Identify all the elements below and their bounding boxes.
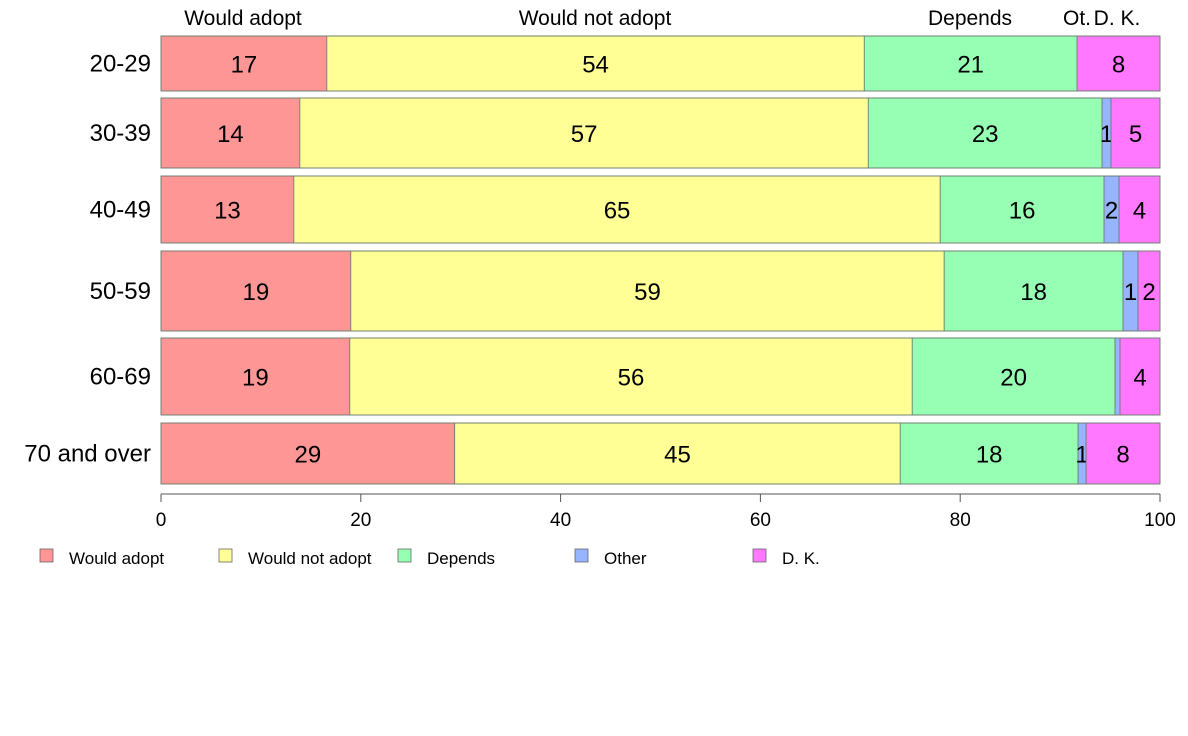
data-label: 56 [618, 365, 645, 392]
column-header-4: D. K. [1094, 7, 1141, 30]
legend-label: Would not adopt [248, 549, 372, 568]
legend-swatch [752, 548, 767, 563]
data-label: 21 [957, 52, 984, 79]
data-label: 8 [1112, 52, 1125, 79]
data-label: 65 [604, 198, 631, 225]
category-label: 40-49 [90, 197, 151, 224]
bar-segment [160, 422, 456, 485]
bar-outline [160, 422, 1161, 485]
bar-segment [160, 35, 328, 92]
column-header-3: Ot. [1063, 7, 1091, 30]
x-tick-label: 20 [350, 510, 371, 531]
legend-swatch [397, 548, 412, 563]
bar-segment [1119, 337, 1161, 416]
legend-label: Would adopt [69, 549, 164, 568]
data-label: 2 [1105, 198, 1118, 225]
data-label: 2 [1142, 279, 1155, 306]
x-tick-label: 40 [550, 510, 571, 531]
legend-label: D. K. [782, 549, 820, 568]
bar-segment [326, 35, 865, 92]
legend-swatch [574, 548, 589, 563]
data-label: 5 [1129, 121, 1142, 148]
data-label: 54 [582, 52, 609, 79]
legend-swatch [39, 548, 54, 563]
data-label: 1 [1100, 121, 1113, 148]
column-header-2: Depends [928, 7, 1012, 30]
column-header-1: Would not adopt [519, 7, 672, 30]
bar-outline [160, 97, 1161, 169]
data-label: 19 [242, 365, 269, 392]
bar-segment [160, 250, 352, 332]
data-label: 16 [1009, 198, 1036, 225]
data-label: 19 [243, 279, 270, 306]
bar-outline [160, 250, 1161, 332]
x-tick-label: 0 [156, 510, 167, 531]
legend-label: Other [604, 549, 647, 568]
bar-segment [293, 175, 941, 244]
data-label: 57 [571, 121, 598, 148]
bar-segment [939, 175, 1105, 244]
legend-label: Depends [427, 549, 495, 568]
data-label: 20 [1000, 365, 1027, 392]
data-label: 45 [664, 442, 691, 469]
category-label: 70 and over [24, 441, 151, 468]
bar-segment [1076, 35, 1161, 92]
bar-outline [160, 337, 1161, 416]
data-label: 59 [634, 279, 661, 306]
category-label: 20-29 [90, 51, 151, 78]
data-label: 8 [1116, 442, 1129, 469]
bar-segment [1114, 337, 1121, 416]
bar-segment [349, 337, 913, 416]
data-label: 17 [231, 52, 258, 79]
category-label: 30-39 [90, 120, 151, 147]
x-tick-label: 80 [950, 510, 971, 531]
bar-segment [867, 97, 1103, 169]
category-label: 50-59 [90, 278, 151, 305]
data-label: 18 [1020, 279, 1047, 306]
bar-segment [1085, 422, 1161, 485]
column-header-0: Would adopt [184, 7, 302, 30]
data-label: 29 [295, 442, 322, 469]
bar-segment [299, 97, 869, 169]
x-tick-label: 100 [1144, 510, 1176, 531]
legend-swatch [218, 548, 233, 563]
x-tick-label: 60 [750, 510, 771, 531]
data-label: 23 [972, 121, 999, 148]
data-label: 18 [976, 442, 1003, 469]
data-label: 4 [1133, 365, 1146, 392]
category-label: 60-69 [90, 364, 151, 391]
bar-outline [160, 35, 1161, 92]
data-label: 13 [214, 198, 241, 225]
data-label: 4 [1133, 198, 1146, 225]
bar-outline [160, 175, 1161, 244]
bar-segment [899, 422, 1079, 485]
data-label: 1 [1075, 442, 1088, 469]
data-label: 1 [1124, 279, 1137, 306]
data-label: 14 [217, 121, 244, 148]
bar-segment [160, 337, 351, 416]
